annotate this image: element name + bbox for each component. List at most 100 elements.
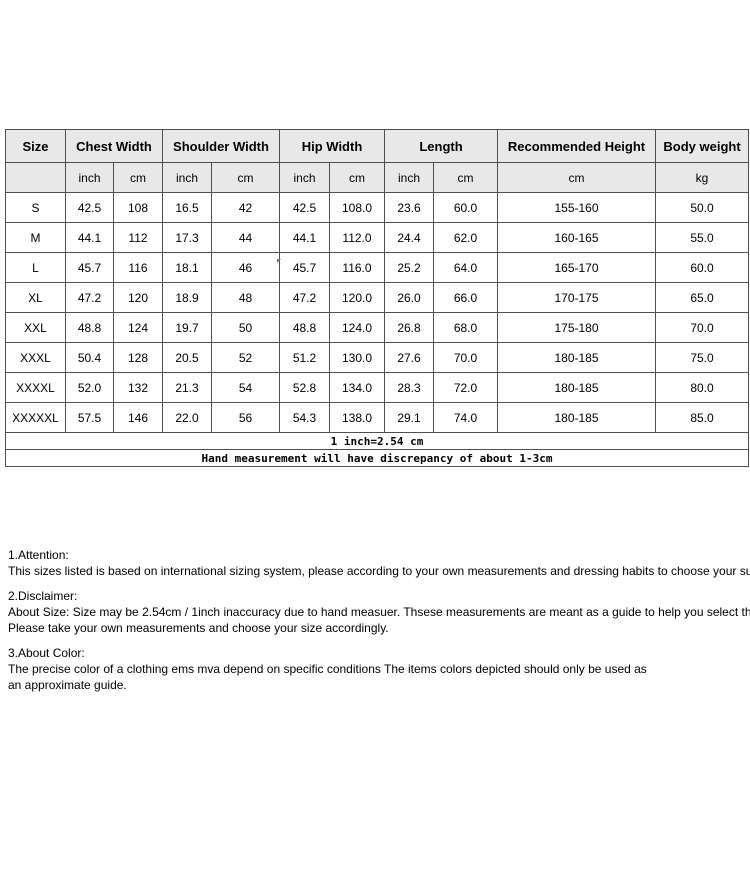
note-line: About Size: Size may be 2.54cm / 1inch i… — [8, 605, 750, 619]
size-label-cell: XL — [5, 282, 66, 313]
note-line: an approximate guide. — [8, 678, 127, 692]
unit-chest-inch: inch — [65, 162, 114, 193]
attention-note: 1.Attention: This sizes listed is based … — [8, 547, 750, 579]
cell-corner-marker — [277, 259, 281, 263]
value-cell: 124.0 — [329, 312, 385, 343]
value-cell: 112.0 — [329, 222, 385, 253]
footer-note-row: Hand measurement will have discrepancy o… — [4, 449, 750, 467]
value-cell: 18.1 — [162, 252, 212, 283]
value-cell: 124 — [113, 312, 163, 343]
value-cell: 44.1 — [279, 222, 330, 253]
value-cell: 56 — [211, 402, 280, 433]
value-cell: 54.3 — [279, 402, 330, 433]
value-cell: 20.5 — [162, 342, 212, 373]
value-cell: 52.0 — [65, 372, 114, 403]
value-cell: 134.0 — [329, 372, 385, 403]
unit-hip-inch: inch — [279, 162, 330, 193]
value-cell: 165-170 — [497, 252, 657, 283]
footer-note-row: 1 inch=2.54 cm — [4, 432, 750, 450]
header-row: Size Chest Width Shoulder Width Hip Widt… — [5, 129, 750, 163]
value-cell: 50.0 — [655, 192, 750, 223]
table-row: XXL 48.8 124 19.7 50 48.8 124.0 26.8 68.0 175-180… — [5, 312, 750, 343]
value-cell: 48 — [211, 282, 280, 313]
value-cell: 17.3 — [162, 222, 212, 253]
value-cell: 180-185 — [497, 402, 657, 433]
value-cell: 65.0 — [655, 282, 750, 313]
value-cell: 68.0 — [432, 312, 499, 343]
value-cell: 60.0 — [655, 252, 750, 283]
value-cell: 108.0 — [329, 192, 385, 223]
value-cell: 80.0 — [655, 372, 750, 403]
value-cell: 50.4 — [65, 342, 114, 373]
value-cell: 132 — [113, 372, 163, 403]
col-length: Length — [383, 129, 499, 163]
value-cell: 116 — [113, 252, 163, 283]
value-cell: 112 — [113, 222, 163, 253]
col-hip-width: Hip Width — [279, 129, 385, 163]
table-row: XL 47.2 120 18.9 48 47.2 120.0 26.0 66.0 170-175 6… — [5, 282, 750, 313]
value-cell: 52.8 — [279, 372, 330, 403]
value-cell: 47.2 — [65, 282, 114, 313]
unit-shoulder-cm: cm — [211, 162, 280, 193]
value-cell: 57.5 — [65, 402, 114, 433]
col-recommended-height: Recommended Height — [497, 129, 657, 163]
unit-hip-cm: cm — [329, 162, 385, 193]
unit-empty — [5, 162, 66, 193]
value-cell: 130.0 — [329, 342, 385, 373]
about-color-note: 3.About Color: The precise color of a cl… — [8, 645, 750, 693]
value-cell: 155-160 — [497, 192, 657, 223]
value-cell: 66.0 — [432, 282, 499, 313]
value-cell: 16.5 — [162, 192, 212, 223]
size-label-cell: M — [5, 222, 66, 253]
table-row: XXXXL 52.0 132 21.3 54 52.8 134.0 28.3 72.0 180-1… — [5, 372, 750, 403]
value-cell: 64.0 — [432, 252, 499, 283]
note-line: This sizes listed is based on internatio… — [8, 564, 750, 578]
value-cell: 44 — [211, 222, 280, 253]
table-row: XXXXXL 57.5 146 22.0 56 54.3 138.0 29.1 74.0 180-… — [5, 402, 750, 433]
size-label-cell: S — [5, 192, 66, 223]
value-cell: 120 — [113, 282, 163, 313]
value-cell: 46 — [211, 252, 280, 283]
value-cell: 175-180 — [497, 312, 657, 343]
value-cell: 25.2 — [384, 252, 434, 283]
note-title: 3.About Color: — [8, 646, 85, 660]
value-cell: 50 — [211, 312, 280, 343]
value-cell: 42 — [211, 192, 280, 223]
value-cell: 74.0 — [432, 402, 499, 433]
table-row: M 44.1 112 17.3 44 44.1 112.0 24.4 62.0 160-165 55… — [5, 222, 750, 253]
note-title: 1.Attention: — [8, 548, 69, 562]
value-cell: 120.0 — [329, 282, 385, 313]
value-cell: 26.8 — [384, 312, 434, 343]
value-cell: 24.4 — [384, 222, 434, 253]
value-cell: 85.0 — [655, 402, 750, 433]
value-cell: 72.0 — [432, 372, 499, 403]
table-row: S 42.5 108 16.5 42 42.5 108.0 23.6 60.0 155-160 50… — [5, 192, 750, 223]
value-cell: 138.0 — [329, 402, 385, 433]
unit-weight-kg: kg — [655, 162, 750, 193]
value-cell: 23.6 — [384, 192, 434, 223]
size-label-cell: L — [5, 252, 66, 283]
value-cell: 180-185 — [497, 342, 657, 373]
value-cell: 21.3 — [162, 372, 212, 403]
size-chart-page: Size Chest Width Shoulder Width Hip Widt… — [0, 129, 750, 879]
units-row: inch cm inch cm inch cm inch cm cm kg — [5, 162, 750, 193]
note-line: Please take your own measurements and ch… — [8, 621, 389, 635]
size-label-cell: XXL — [5, 312, 66, 343]
value-cell: 19.7 — [162, 312, 212, 343]
unit-chest-cm: cm — [113, 162, 163, 193]
measurement-discrepancy-note: Hand measurement will have discrepancy o… — [4, 449, 750, 467]
unit-length-inch: inch — [384, 162, 434, 193]
value-cell: 48.8 — [65, 312, 114, 343]
size-label-cell: XXXXXL — [5, 402, 66, 433]
value-cell: 180-185 — [497, 372, 657, 403]
value-cell: 108 — [113, 192, 163, 223]
value-cell: 22.0 — [162, 402, 212, 433]
value-cell: 28.3 — [384, 372, 434, 403]
value-cell: 170-175 — [497, 282, 657, 313]
value-cell: 75.0 — [655, 342, 750, 373]
value-cell: 27.6 — [384, 342, 434, 373]
value-cell: 42.5 — [65, 192, 114, 223]
disclaimer-note: 2.Disclaimer: About Size: Size may be 2.… — [8, 588, 750, 636]
value-cell: 62.0 — [432, 222, 499, 253]
value-cell: 52 — [211, 342, 280, 373]
